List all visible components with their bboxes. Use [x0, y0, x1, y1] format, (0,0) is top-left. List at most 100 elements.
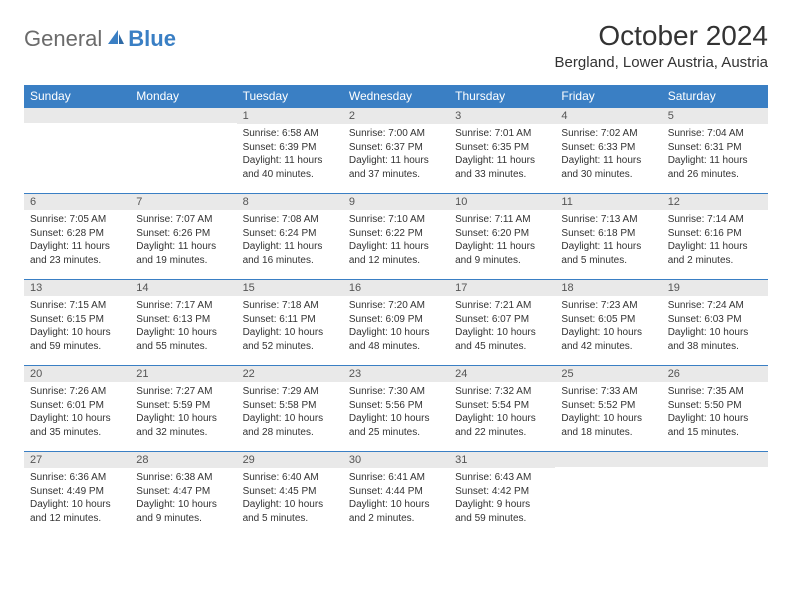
daylight-line: Daylight: 10 hours and 22 minutes.	[455, 412, 549, 439]
day-number	[24, 108, 130, 123]
daylight-line: Daylight: 10 hours and 48 minutes.	[349, 326, 443, 353]
column-header: Saturday	[662, 85, 768, 107]
day-number: 13	[24, 280, 130, 296]
day-number-row: 12	[662, 193, 768, 210]
daylight-line: Daylight: 10 hours and 38 minutes.	[668, 326, 762, 353]
day-number-row: 11	[555, 193, 661, 210]
sunset-line: Sunset: 5:59 PM	[136, 399, 230, 413]
sunrise-line: Sunrise: 6:40 AM	[243, 471, 337, 485]
sunrise-line: Sunrise: 7:08 AM	[243, 213, 337, 227]
daylight-line: Daylight: 11 hours and 37 minutes.	[349, 154, 443, 181]
daylight-line: Daylight: 11 hours and 30 minutes.	[561, 154, 655, 181]
sunrise-line: Sunrise: 7:23 AM	[561, 299, 655, 313]
sunrise-line: Sunrise: 7:18 AM	[243, 299, 337, 313]
day-number	[130, 108, 236, 123]
day-number-row: 2	[343, 107, 449, 124]
calendar-day-empty	[662, 451, 768, 537]
day-number: 11	[555, 194, 661, 210]
day-body	[662, 467, 768, 474]
sunset-line: Sunset: 6:16 PM	[668, 227, 762, 241]
day-number-row	[555, 451, 661, 467]
day-number-row: 30	[343, 451, 449, 468]
daylight-line: Daylight: 11 hours and 33 minutes.	[455, 154, 549, 181]
sunset-line: Sunset: 6:22 PM	[349, 227, 443, 241]
calendar-day-empty	[130, 107, 236, 193]
day-number: 29	[237, 452, 343, 468]
day-number-row	[130, 107, 236, 123]
calendar-day-empty	[555, 451, 661, 537]
day-number-row: 19	[662, 279, 768, 296]
day-number-row: 29	[237, 451, 343, 468]
calendar-day: 6Sunrise: 7:05 AMSunset: 6:28 PMDaylight…	[24, 193, 130, 279]
day-number-row: 6	[24, 193, 130, 210]
calendar-day: 1Sunrise: 6:58 AMSunset: 6:39 PMDaylight…	[237, 107, 343, 193]
daylight-line: Daylight: 10 hours and 15 minutes.	[668, 412, 762, 439]
sunset-line: Sunset: 6:01 PM	[30, 399, 124, 413]
day-body: Sunrise: 7:11 AMSunset: 6:20 PMDaylight:…	[449, 210, 555, 271]
sunrise-line: Sunrise: 7:32 AM	[455, 385, 549, 399]
location: Bergland, Lower Austria, Austria	[555, 54, 768, 71]
day-body	[24, 123, 130, 130]
sunset-line: Sunset: 6:37 PM	[349, 141, 443, 155]
calendar-day: 26Sunrise: 7:35 AMSunset: 5:50 PMDayligh…	[662, 365, 768, 451]
daylight-line: Daylight: 10 hours and 59 minutes.	[30, 326, 124, 353]
daylight-line: Daylight: 10 hours and 42 minutes.	[561, 326, 655, 353]
day-number-row: 7	[130, 193, 236, 210]
day-number: 2	[343, 108, 449, 124]
day-number-row: 15	[237, 279, 343, 296]
day-body: Sunrise: 7:15 AMSunset: 6:15 PMDaylight:…	[24, 296, 130, 357]
sunrise-line: Sunrise: 7:33 AM	[561, 385, 655, 399]
day-number-row: 28	[130, 451, 236, 468]
sunrise-line: Sunrise: 7:29 AM	[243, 385, 337, 399]
day-body: Sunrise: 6:58 AMSunset: 6:39 PMDaylight:…	[237, 124, 343, 185]
day-number: 22	[237, 366, 343, 382]
day-number: 3	[449, 108, 555, 124]
calendar-day: 25Sunrise: 7:33 AMSunset: 5:52 PMDayligh…	[555, 365, 661, 451]
day-number-row: 27	[24, 451, 130, 468]
calendar-day: 11Sunrise: 7:13 AMSunset: 6:18 PMDayligh…	[555, 193, 661, 279]
day-number: 26	[662, 366, 768, 382]
day-body: Sunrise: 7:08 AMSunset: 6:24 PMDaylight:…	[237, 210, 343, 271]
daylight-line: Daylight: 11 hours and 19 minutes.	[136, 240, 230, 267]
calendar-day: 2Sunrise: 7:00 AMSunset: 6:37 PMDaylight…	[343, 107, 449, 193]
sunrise-line: Sunrise: 7:17 AM	[136, 299, 230, 313]
calendar-day: 17Sunrise: 7:21 AMSunset: 6:07 PMDayligh…	[449, 279, 555, 365]
day-number: 4	[555, 108, 661, 124]
sunset-line: Sunset: 6:28 PM	[30, 227, 124, 241]
sunset-line: Sunset: 6:18 PM	[561, 227, 655, 241]
sunset-line: Sunset: 6:20 PM	[455, 227, 549, 241]
sunset-line: Sunset: 4:45 PM	[243, 485, 337, 499]
daylight-line: Daylight: 11 hours and 23 minutes.	[30, 240, 124, 267]
column-header: Monday	[130, 85, 236, 107]
calendar-day: 31Sunrise: 6:43 AMSunset: 4:42 PMDayligh…	[449, 451, 555, 537]
day-number: 31	[449, 452, 555, 468]
day-number-row: 5	[662, 107, 768, 124]
calendar-day: 16Sunrise: 7:20 AMSunset: 6:09 PMDayligh…	[343, 279, 449, 365]
calendar-day: 18Sunrise: 7:23 AMSunset: 6:05 PMDayligh…	[555, 279, 661, 365]
calendar-day: 21Sunrise: 7:27 AMSunset: 5:59 PMDayligh…	[130, 365, 236, 451]
sunset-line: Sunset: 5:58 PM	[243, 399, 337, 413]
day-body: Sunrise: 7:35 AMSunset: 5:50 PMDaylight:…	[662, 382, 768, 443]
day-body: Sunrise: 7:01 AMSunset: 6:35 PMDaylight:…	[449, 124, 555, 185]
day-body: Sunrise: 7:10 AMSunset: 6:22 PMDaylight:…	[343, 210, 449, 271]
day-number: 30	[343, 452, 449, 468]
daylight-line: Daylight: 10 hours and 35 minutes.	[30, 412, 124, 439]
sunrise-line: Sunrise: 6:41 AM	[349, 471, 443, 485]
day-number: 5	[662, 108, 768, 124]
calendar-day: 4Sunrise: 7:02 AMSunset: 6:33 PMDaylight…	[555, 107, 661, 193]
logo-text-blue: Blue	[128, 26, 176, 52]
day-body: Sunrise: 7:17 AMSunset: 6:13 PMDaylight:…	[130, 296, 236, 357]
sunrise-line: Sunrise: 7:10 AM	[349, 213, 443, 227]
sunset-line: Sunset: 6:03 PM	[668, 313, 762, 327]
calendar-day: 10Sunrise: 7:11 AMSunset: 6:20 PMDayligh…	[449, 193, 555, 279]
sunrise-line: Sunrise: 6:36 AM	[30, 471, 124, 485]
day-number: 9	[343, 194, 449, 210]
sunrise-line: Sunrise: 7:11 AM	[455, 213, 549, 227]
sunset-line: Sunset: 6:31 PM	[668, 141, 762, 155]
sunset-line: Sunset: 5:54 PM	[455, 399, 549, 413]
sunrise-line: Sunrise: 6:58 AM	[243, 127, 337, 141]
day-body: Sunrise: 7:20 AMSunset: 6:09 PMDaylight:…	[343, 296, 449, 357]
sunset-line: Sunset: 6:24 PM	[243, 227, 337, 241]
daylight-line: Daylight: 11 hours and 16 minutes.	[243, 240, 337, 267]
sunset-line: Sunset: 6:26 PM	[136, 227, 230, 241]
